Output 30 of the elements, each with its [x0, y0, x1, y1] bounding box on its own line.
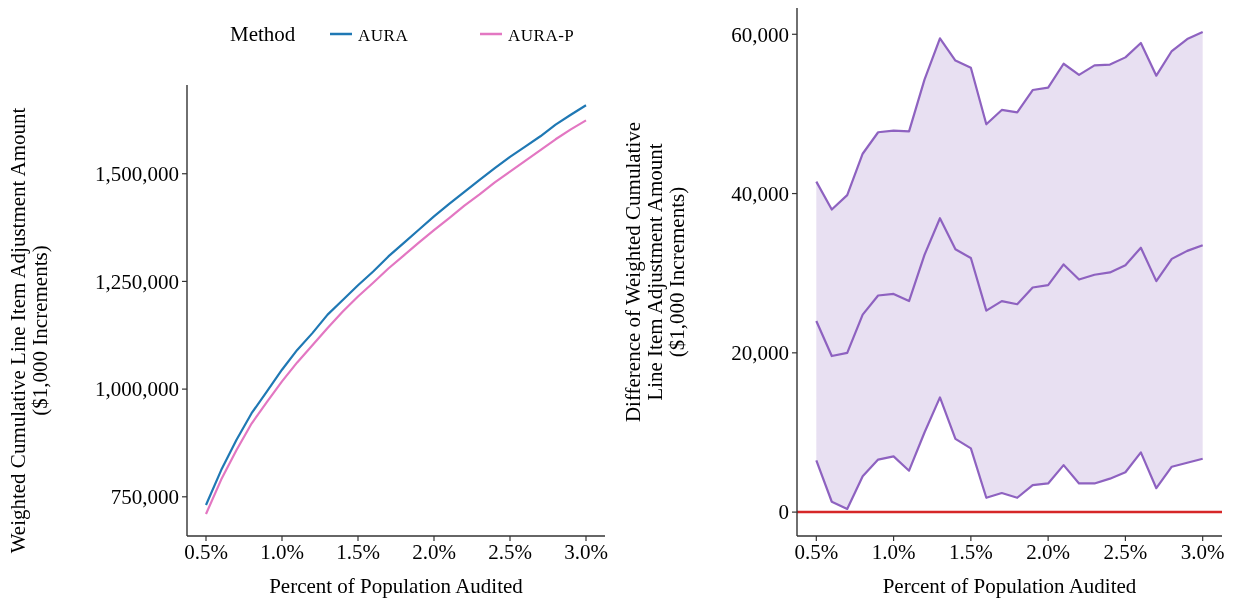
y-tick-label: 60,000 [731, 22, 789, 47]
line-series [815, 217, 1204, 358]
y-tick-label: 20,000 [731, 341, 789, 366]
line-series [815, 396, 1204, 511]
x-axis-title: Percent of Population Audited [882, 574, 1137, 598]
x-tick-label: 0.5% [184, 540, 228, 564]
x-tick-label: 3.0% [564, 540, 608, 564]
x-tick-label: 1.5% [948, 540, 993, 564]
y-tick-label: 750,000 [110, 485, 179, 510]
x-tick-label: 1.5% [336, 540, 380, 564]
y-tick-label: 1,250,000 [95, 269, 179, 294]
legend-label: AURA-P [508, 26, 575, 45]
x-tick-label: 1.0% [871, 540, 916, 564]
x-tick-label: 2.0% [412, 540, 456, 564]
x-tick-label: 0.5% [794, 540, 839, 564]
y-tick-label: 40,000 [731, 181, 789, 206]
legend-title: Method [230, 22, 296, 46]
y-tick-label: 1,500,000 [95, 162, 179, 187]
x-tick-label: 1.0% [260, 540, 304, 564]
x-tick-label: 2.5% [488, 540, 532, 564]
y-axis-title: Difference of Weighted Cumulative Line Item Adjustment Amount ($1,000 Increments) [621, 121, 689, 423]
x-tick-label: 2.5% [1103, 540, 1148, 564]
y-tick-label: 1,000,000 [95, 377, 179, 402]
x-axis-title: Percent of Population Audited [269, 574, 524, 598]
legend-label: AURA [358, 26, 409, 45]
x-tick-label: 3.0% [1180, 540, 1225, 564]
line-series [815, 30, 1204, 211]
x-tick-label: 2.0% [1026, 540, 1071, 564]
y-axis-title: Weighted Cumulative Line Item Adjustment Amount ($1,000 Increments) [6, 107, 52, 554]
y-tick-label: 0 [778, 500, 789, 525]
